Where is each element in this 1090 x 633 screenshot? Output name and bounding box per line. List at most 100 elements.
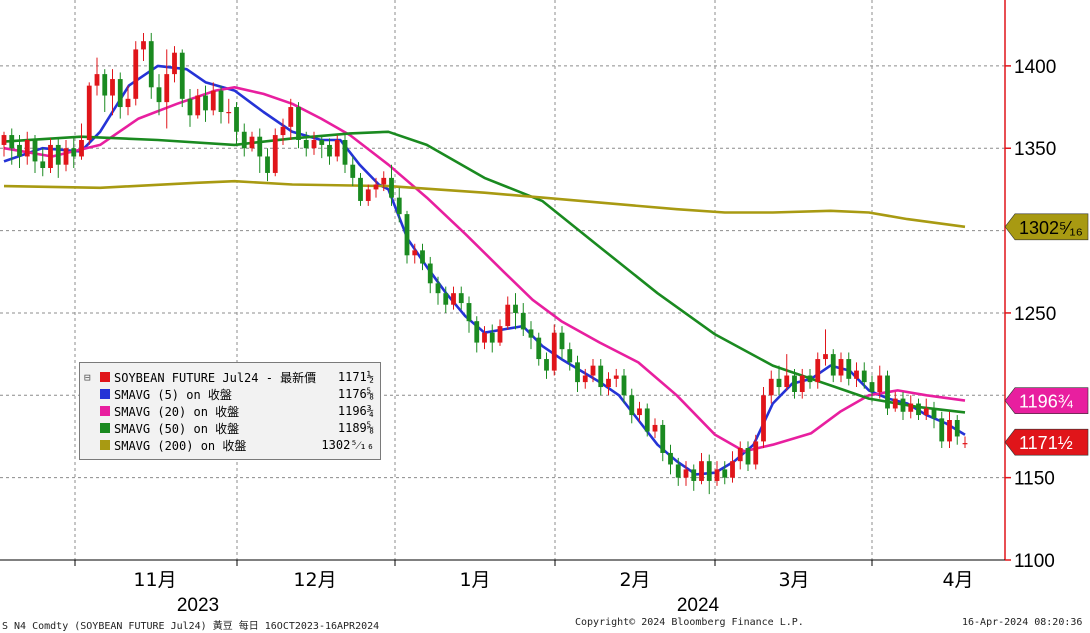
year-label: 2024 (677, 595, 720, 616)
month-label: 2月 (619, 569, 650, 591)
candle-body (396, 197, 402, 215)
year-label: 2023 (177, 595, 219, 616)
candle-body (172, 52, 177, 75)
candle-body (327, 144, 332, 157)
candle-body (365, 189, 371, 201)
candle-body (79, 140, 84, 157)
candle-body (389, 177, 394, 198)
legend-swatch-sma200 (100, 440, 110, 450)
candle-body (807, 375, 813, 383)
footer-copyright: Copyright© 2024 Bloomberg Finance L.P. (575, 617, 804, 628)
candle-body (799, 375, 805, 392)
legend-value-sma200: 1302⁵⁄₁₆ (321, 438, 374, 452)
candle-body (195, 95, 201, 116)
price-tag-label: 1196¾ (1019, 392, 1074, 412)
candle-body (551, 332, 557, 371)
tree-collapse-icon[interactable]: ⊟ (84, 370, 91, 384)
legend-item-sma200: SMAVG (200) on 收盤 (88, 437, 246, 453)
candle-body (218, 90, 224, 112)
candle-body (303, 140, 309, 149)
candle-body (962, 443, 968, 445)
candle-body (575, 362, 580, 383)
candle-body (644, 408, 650, 432)
candle-body (55, 144, 61, 165)
candle-body (637, 408, 642, 416)
candle-body (482, 332, 487, 343)
ma-line (3, 86, 966, 453)
candle-body (753, 441, 759, 465)
y-tick-label: 1150 (1014, 469, 1055, 490)
candle-body (187, 98, 193, 116)
candle-body (606, 378, 611, 388)
y-tick-label: 1350 (1014, 139, 1056, 160)
candle-body (443, 293, 449, 305)
price-tags: 1302⁵⁄₁₆ 1196¾ 1171½ (1004, 213, 1089, 456)
candle-body (9, 135, 15, 149)
candle-body (885, 375, 890, 409)
candle-body (947, 420, 952, 442)
candlesticks (1, 32, 968, 495)
candle-body (846, 359, 852, 379)
candle-body (117, 79, 123, 108)
candle-body (272, 135, 278, 173)
price-tag-label: 1302⁵⁄₁₆ (1019, 218, 1083, 238)
candle-body (691, 469, 697, 481)
candle-body (156, 87, 162, 103)
price-tag-label: 1171½ (1019, 433, 1073, 453)
candle-body (48, 144, 53, 168)
candle-body (776, 378, 782, 388)
ma-line (3, 179, 966, 229)
candle-body (830, 354, 836, 376)
candle-body (683, 469, 689, 478)
legend-swatch-price (100, 372, 110, 382)
candle-body (869, 382, 875, 392)
footer-ticker: S N4 Comdty (SOYBEAN FUTURE Jul24) 黃豆 每日… (2, 621, 380, 632)
candle-body (404, 214, 410, 256)
legend-value-sma50: 1189⅝ (337, 421, 374, 435)
candle-body (815, 359, 821, 383)
candle-body (629, 395, 635, 416)
candle-body (877, 375, 883, 392)
candle-body (210, 90, 216, 111)
legend-value-sma5: 1176⅝ (337, 387, 374, 401)
candle-body (249, 136, 255, 149)
candle-body (559, 332, 565, 350)
legend-item-price: ⊟ SOYBEAN FUTURE Jul24 - 最新價 (84, 369, 316, 385)
candle-body (660, 424, 666, 453)
candle-body (381, 177, 387, 185)
legend-label: SMAVG (50) on 收盤 (114, 421, 240, 436)
candle-body (296, 107, 301, 140)
candle-body (241, 131, 247, 149)
price-tag (1004, 213, 1089, 241)
candle-body (420, 250, 425, 264)
candle-body (133, 49, 139, 99)
month-label: 3月 (778, 569, 809, 591)
x-axis: 11月 12月 1月 2月 3月 4月 2023 2024 (0, 559, 1005, 616)
legend-swatch-sma20 (100, 406, 110, 416)
ma-line (3, 130, 966, 414)
candle-body (280, 126, 286, 136)
candle-body (939, 418, 945, 442)
candle-body (854, 370, 859, 379)
candle-body (954, 420, 960, 437)
candle-body (86, 85, 92, 140)
candle-body (544, 359, 549, 371)
legend-swatch-sma50 (100, 423, 110, 433)
candle-body (288, 107, 294, 127)
candle-body (598, 365, 604, 388)
candle-body (311, 140, 317, 149)
legend-value-price: 1171½ (337, 370, 374, 384)
price-tag (1004, 428, 1089, 456)
candle-body (451, 293, 456, 305)
candle-body (358, 177, 363, 201)
candle-body (923, 408, 929, 416)
legend-label: SMAVG (200) on 收盤 (114, 438, 247, 453)
candle-body (427, 263, 433, 284)
candle-body (722, 469, 728, 478)
candle-body (513, 304, 518, 313)
y-tick-label: 1250 (1014, 304, 1056, 325)
candle-body (71, 148, 77, 157)
candle-body (342, 140, 348, 165)
candle-body (652, 424, 658, 432)
